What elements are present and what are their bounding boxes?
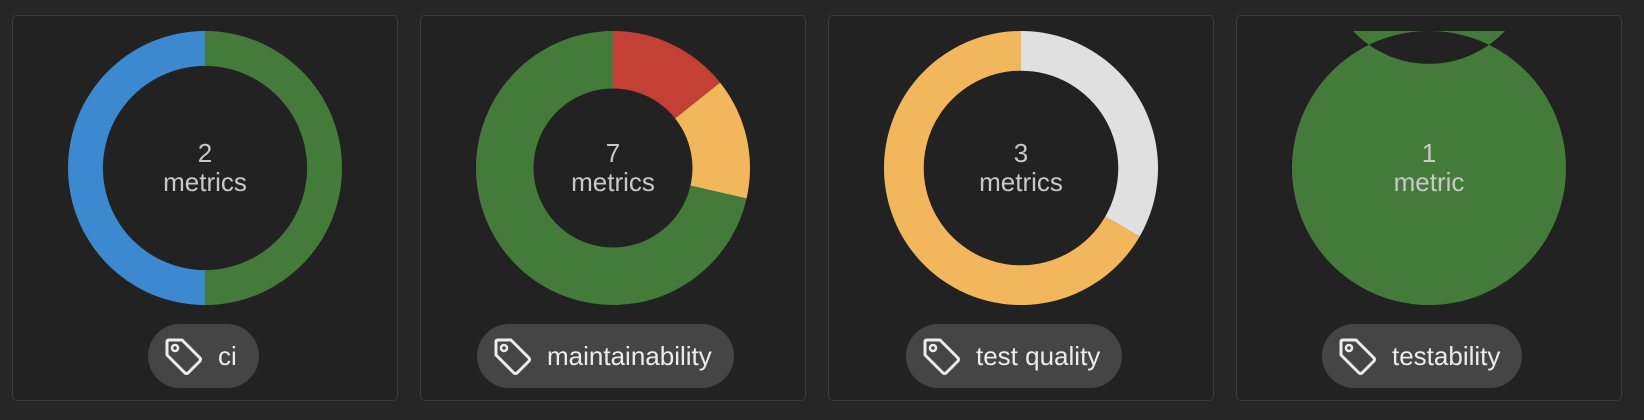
tag-label: maintainability <box>547 340 712 371</box>
metric-count: 7 <box>605 138 621 168</box>
donut-center-label: 1 metric <box>1292 31 1566 305</box>
donut-chart[interactable] <box>476 31 750 305</box>
donut-segment-unknown[interactable] <box>1021 31 1158 237</box>
donut-segment-success[interactable] <box>476 31 747 305</box>
donut-segment-target-not-met[interactable] <box>613 31 721 119</box>
tag-icon <box>1339 338 1376 375</box>
metric-count: 1 <box>1421 138 1437 168</box>
donut-segment-near-target[interactable] <box>675 82 750 199</box>
summary-card-ci: 2 metrics ci <box>12 15 398 401</box>
metric-unit: metrics <box>571 167 655 197</box>
summary-card-test-quality: 3 metrics test quality <box>828 15 1214 401</box>
tag-icon <box>494 338 531 375</box>
donut-chart[interactable] <box>1292 31 1566 305</box>
tag-label: test quality <box>976 340 1101 371</box>
summary-card-maintainability: 7 metrics maintainability <box>420 15 806 401</box>
tag-button-maintainability[interactable]: maintainability <box>477 324 734 388</box>
donut-center-label: 2 metrics <box>68 31 342 305</box>
metric-count: 2 <box>197 138 213 168</box>
tag-button-ci[interactable]: ci <box>148 324 259 388</box>
donut-segment-near-target[interactable] <box>884 31 1140 305</box>
tag-button-testability[interactable]: testability <box>1322 324 1523 388</box>
tag-label: testability <box>1392 340 1501 371</box>
donut-center-label: 3 metrics <box>884 31 1158 305</box>
donut-segment-success[interactable] <box>205 31 342 305</box>
metric-unit: metrics <box>979 167 1063 197</box>
metric-count: 3 <box>1013 138 1029 168</box>
tag-icon <box>923 338 960 375</box>
summary-card-testability: 1 metric testability <box>1236 15 1622 401</box>
tag-icon <box>165 338 202 375</box>
metric-unit: metric <box>1393 167 1465 197</box>
donut-segment-informative[interactable] <box>68 31 205 305</box>
donut-chart[interactable] <box>884 31 1158 305</box>
donut-segment-success[interactable] <box>1292 31 1566 305</box>
tag-button-test-quality[interactable]: test quality <box>906 324 1123 388</box>
donut-chart[interactable] <box>68 31 342 305</box>
metric-unit: metrics <box>163 167 247 197</box>
donut-center-label: 7 metrics <box>476 31 750 305</box>
tag-label: ci <box>218 340 237 371</box>
